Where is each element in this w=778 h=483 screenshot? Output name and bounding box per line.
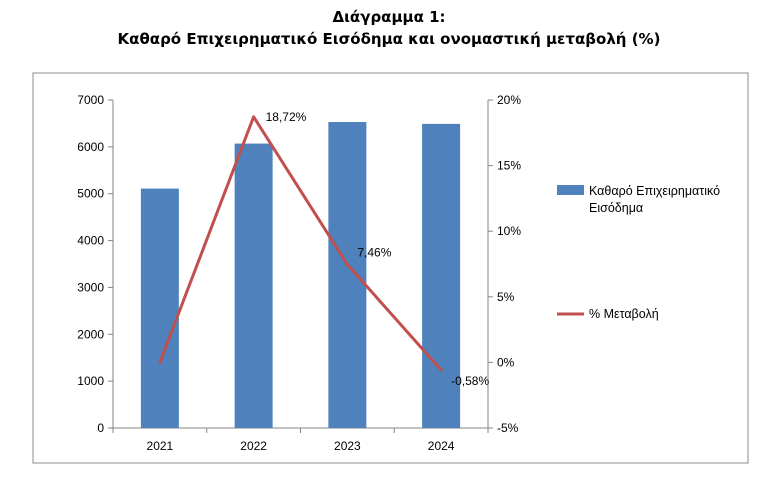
left-tick-label: 2000 xyxy=(77,327,104,341)
right-tick-label: 5% xyxy=(497,290,515,304)
right-tick-label: -5% xyxy=(497,421,519,435)
line-data-label: 18,72% xyxy=(266,110,307,124)
chart-frame xyxy=(32,72,749,464)
left-tick-label: 3000 xyxy=(77,280,104,294)
x-tick-label: 2022 xyxy=(240,439,267,453)
x-tick-label: 2024 xyxy=(428,439,455,453)
percent-change-line xyxy=(158,115,443,372)
left-tick-label: 4000 xyxy=(77,234,104,248)
line-data-label: 7,46% xyxy=(357,246,391,260)
chart-title-block: Διάγραμμα 1: Καθαρό Επιχειρηματικό Εισόδ… xyxy=(0,6,778,50)
bar xyxy=(422,123,461,428)
bar xyxy=(234,143,273,428)
chart-title: Διάγραμμα 1: xyxy=(332,8,446,26)
left-tick-label: 7000 xyxy=(77,93,104,107)
right-tick-label: 0% xyxy=(497,355,515,369)
chart-subtitle: Καθαρό Επιχειρηματικό Εισόδημα και ονομα… xyxy=(117,30,661,48)
right-tick-label: 15% xyxy=(497,159,521,173)
legend-bar-label: Εισόδημα xyxy=(589,201,643,215)
bar-series xyxy=(140,122,461,428)
left-tick-label: 1000 xyxy=(77,374,104,388)
legend-bar-swatch xyxy=(557,185,584,195)
x-tick-label: 2023 xyxy=(334,439,361,453)
left-tick-label: 0 xyxy=(97,421,104,435)
right-tick-label: 10% xyxy=(497,224,521,238)
data-labels: 18,72% 7,46% -0,58% xyxy=(266,110,490,388)
bar xyxy=(140,188,179,428)
right-tick-label: 20% xyxy=(497,93,521,107)
bar xyxy=(328,122,367,428)
line-data-label: -0,58% xyxy=(451,374,489,388)
legend: Καθαρό Επιχειρηματικό Εισόδημα % Μεταβολή xyxy=(557,184,720,321)
legend-bar-label: Καθαρό Επιχειρηματικό xyxy=(589,184,720,198)
axes: 0 1000 2000 3000 4000 5000 6000 7000 -5% 0% 5% 10% 1… xyxy=(77,93,521,453)
legend-line-label: % Μεταβολή xyxy=(589,307,659,321)
line-series xyxy=(158,115,443,372)
left-tick-label: 5000 xyxy=(77,187,104,201)
x-tick-label: 2021 xyxy=(147,439,174,453)
left-tick-label: 6000 xyxy=(77,140,104,154)
